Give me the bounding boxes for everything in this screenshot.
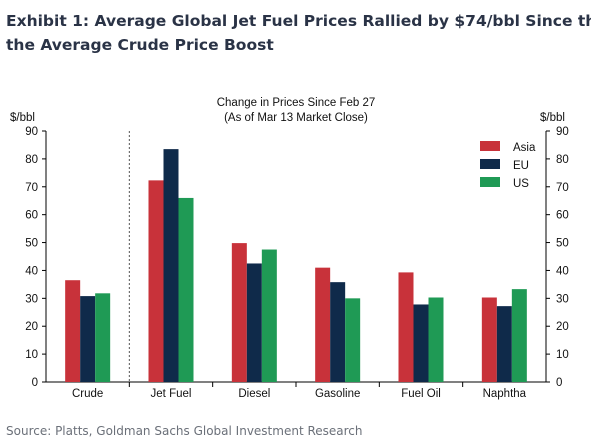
y-tick-label-left: 50 bbox=[25, 238, 38, 250]
legend-label-us: US bbox=[513, 178, 529, 190]
bar-eu-crude bbox=[80, 296, 96, 382]
bar-asia-jet-fuel bbox=[148, 180, 164, 382]
y-tick-label-left: 20 bbox=[25, 321, 38, 333]
chart-subtitle: (As of Mar 13 Market Close) bbox=[224, 112, 368, 124]
bar-us-jet-fuel bbox=[178, 197, 194, 382]
y-tick-label-left: 40 bbox=[25, 265, 38, 277]
y-tick-label-right: 0 bbox=[556, 377, 562, 389]
y-tick-label-left: 90 bbox=[25, 126, 38, 138]
x-tick-label: Naphtha bbox=[483, 388, 527, 400]
chart-title: Change in Prices Since Feb 27 bbox=[217, 97, 376, 109]
bar-eu-diesel bbox=[246, 263, 262, 382]
y-tick-label-right: 40 bbox=[556, 265, 569, 277]
legend-label-asia: Asia bbox=[513, 142, 536, 154]
bar-eu-jet-fuel bbox=[163, 149, 179, 382]
bar-eu-naphtha bbox=[496, 306, 512, 382]
bar-asia-crude bbox=[65, 280, 81, 382]
bar-us-crude bbox=[95, 293, 111, 382]
y-axis-label-right: $/bbl bbox=[540, 112, 565, 124]
axes: 0 0 10 10 20 20 30 30 40 40 50 50 60 60 70 70 80 80 90 90 bbox=[25, 126, 569, 389]
x-tick-label: Fuel Oil bbox=[401, 388, 441, 400]
bar-asia-naphtha bbox=[481, 297, 497, 382]
y-tick-label-left: 80 bbox=[25, 154, 38, 166]
bar-us-fuel-oil bbox=[428, 297, 444, 382]
y-tick-label-right: 20 bbox=[556, 321, 569, 333]
bar-us-gasoline bbox=[345, 298, 361, 382]
y-axis-label-left: $/bbl bbox=[10, 112, 35, 124]
legend-swatch-us bbox=[480, 177, 500, 187]
source-note: Source: Platts, Goldman Sachs Global Inv… bbox=[6, 424, 363, 438]
y-tick-label-left: 0 bbox=[32, 377, 38, 389]
x-tick-label: Gasoline bbox=[315, 388, 360, 400]
exhibit-title: Exhibit 1: Average Global Jet Fuel Price… bbox=[6, 9, 591, 57]
legend-label-eu: EU bbox=[513, 160, 529, 172]
bar-eu-gasoline bbox=[330, 282, 346, 382]
exhibit-title-line1: Exhibit 1: Average Global Jet Fuel Price… bbox=[6, 12, 591, 30]
bar-us-diesel bbox=[261, 249, 277, 382]
bar-asia-fuel-oil bbox=[398, 272, 414, 382]
y-tick-label-right: 70 bbox=[556, 182, 569, 194]
legend-swatch-eu bbox=[480, 159, 500, 169]
bar-asia-gasoline bbox=[315, 267, 331, 382]
bar-asia-diesel bbox=[231, 243, 247, 382]
y-tick-label-left: 10 bbox=[25, 349, 38, 361]
exhibit-title-line2: the Average Crude Price Boost bbox=[6, 36, 274, 54]
legend: Asia EU US bbox=[480, 141, 536, 190]
x-tick-label: Jet Fuel bbox=[151, 388, 192, 400]
x-tick-labels: Crude Jet Fuel Diesel Gasoline Fuel Oil Napht… bbox=[72, 388, 527, 400]
y-tick-label-right: 60 bbox=[556, 210, 569, 222]
bar-us-naphtha bbox=[511, 289, 527, 382]
y-tick-label-left: 30 bbox=[25, 293, 38, 305]
y-tick-label-right: 30 bbox=[556, 293, 569, 305]
y-tick-label-left: 60 bbox=[25, 210, 38, 222]
legend-swatch-asia bbox=[480, 141, 500, 151]
y-tick-label-right: 90 bbox=[556, 126, 569, 138]
bar-eu-fuel-oil bbox=[413, 304, 429, 382]
bars bbox=[65, 149, 527, 382]
y-tick-label-right: 50 bbox=[556, 238, 569, 250]
x-tick-label: Crude bbox=[72, 388, 103, 400]
y-tick-label-left: 70 bbox=[25, 182, 38, 194]
x-tick-label: Diesel bbox=[238, 388, 270, 400]
y-tick-label-right: 80 bbox=[556, 154, 569, 166]
y-tick-label-right: 10 bbox=[556, 349, 569, 361]
